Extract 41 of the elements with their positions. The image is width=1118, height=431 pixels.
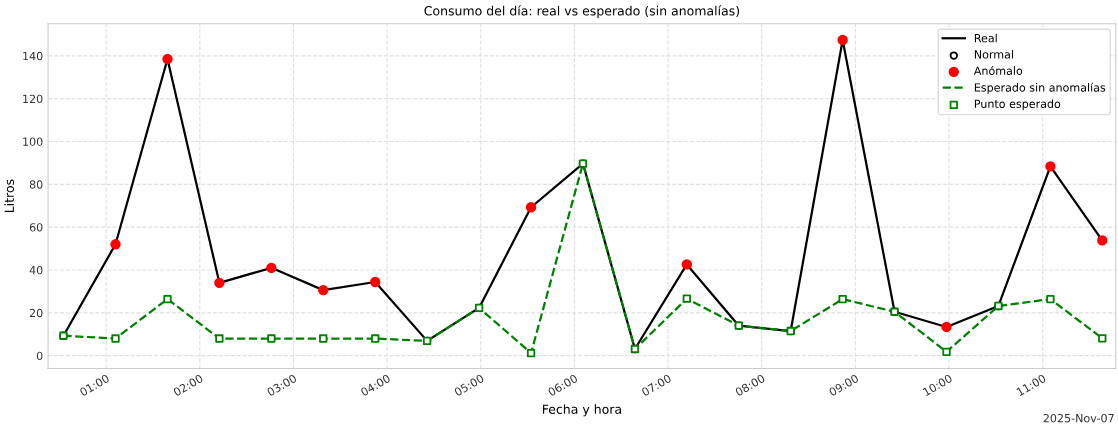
legend-label: Punto esperado xyxy=(974,99,1061,111)
y-tick-label: 20 xyxy=(29,308,43,318)
point xyxy=(110,239,121,250)
point xyxy=(941,321,952,333)
point xyxy=(1045,161,1056,172)
point xyxy=(682,294,691,303)
x-axis-title: Fecha y hora xyxy=(542,404,621,417)
text: 2025-Nov-07 xyxy=(1043,413,1114,423)
y-axis-title: Litros xyxy=(4,179,15,213)
point xyxy=(111,334,120,343)
point xyxy=(318,284,329,296)
point xyxy=(266,262,277,274)
y-tick-label: 140 xyxy=(23,51,43,61)
point xyxy=(214,277,225,289)
point xyxy=(267,334,276,343)
point xyxy=(319,334,328,343)
point xyxy=(1046,294,1055,304)
point xyxy=(371,334,380,343)
point xyxy=(162,53,173,65)
point xyxy=(525,202,537,213)
chart-title: Consumo del día: real vs esperado (sin anomalías) xyxy=(424,5,740,18)
point xyxy=(526,348,536,358)
y-tick-label: 120 xyxy=(23,94,43,104)
legend-label: Anómalo xyxy=(973,65,1023,75)
y-tick-label: 100 xyxy=(23,137,43,146)
legend-label: Real xyxy=(974,33,997,43)
point xyxy=(681,259,693,270)
y-tick-label: 60 xyxy=(29,223,43,232)
point xyxy=(1097,235,1108,246)
y-tick-label: 40 xyxy=(29,265,43,275)
legend-label: Esperado sin anomalías xyxy=(974,82,1106,94)
point xyxy=(163,294,172,304)
y-tick-label: 80 xyxy=(29,180,43,189)
legend-label: Normal xyxy=(974,50,1013,59)
point xyxy=(370,276,381,288)
point xyxy=(838,294,847,304)
point xyxy=(1098,334,1107,343)
point xyxy=(837,34,848,46)
y-tick-label: 0 xyxy=(36,351,43,361)
point xyxy=(215,334,224,343)
point xyxy=(942,347,951,356)
